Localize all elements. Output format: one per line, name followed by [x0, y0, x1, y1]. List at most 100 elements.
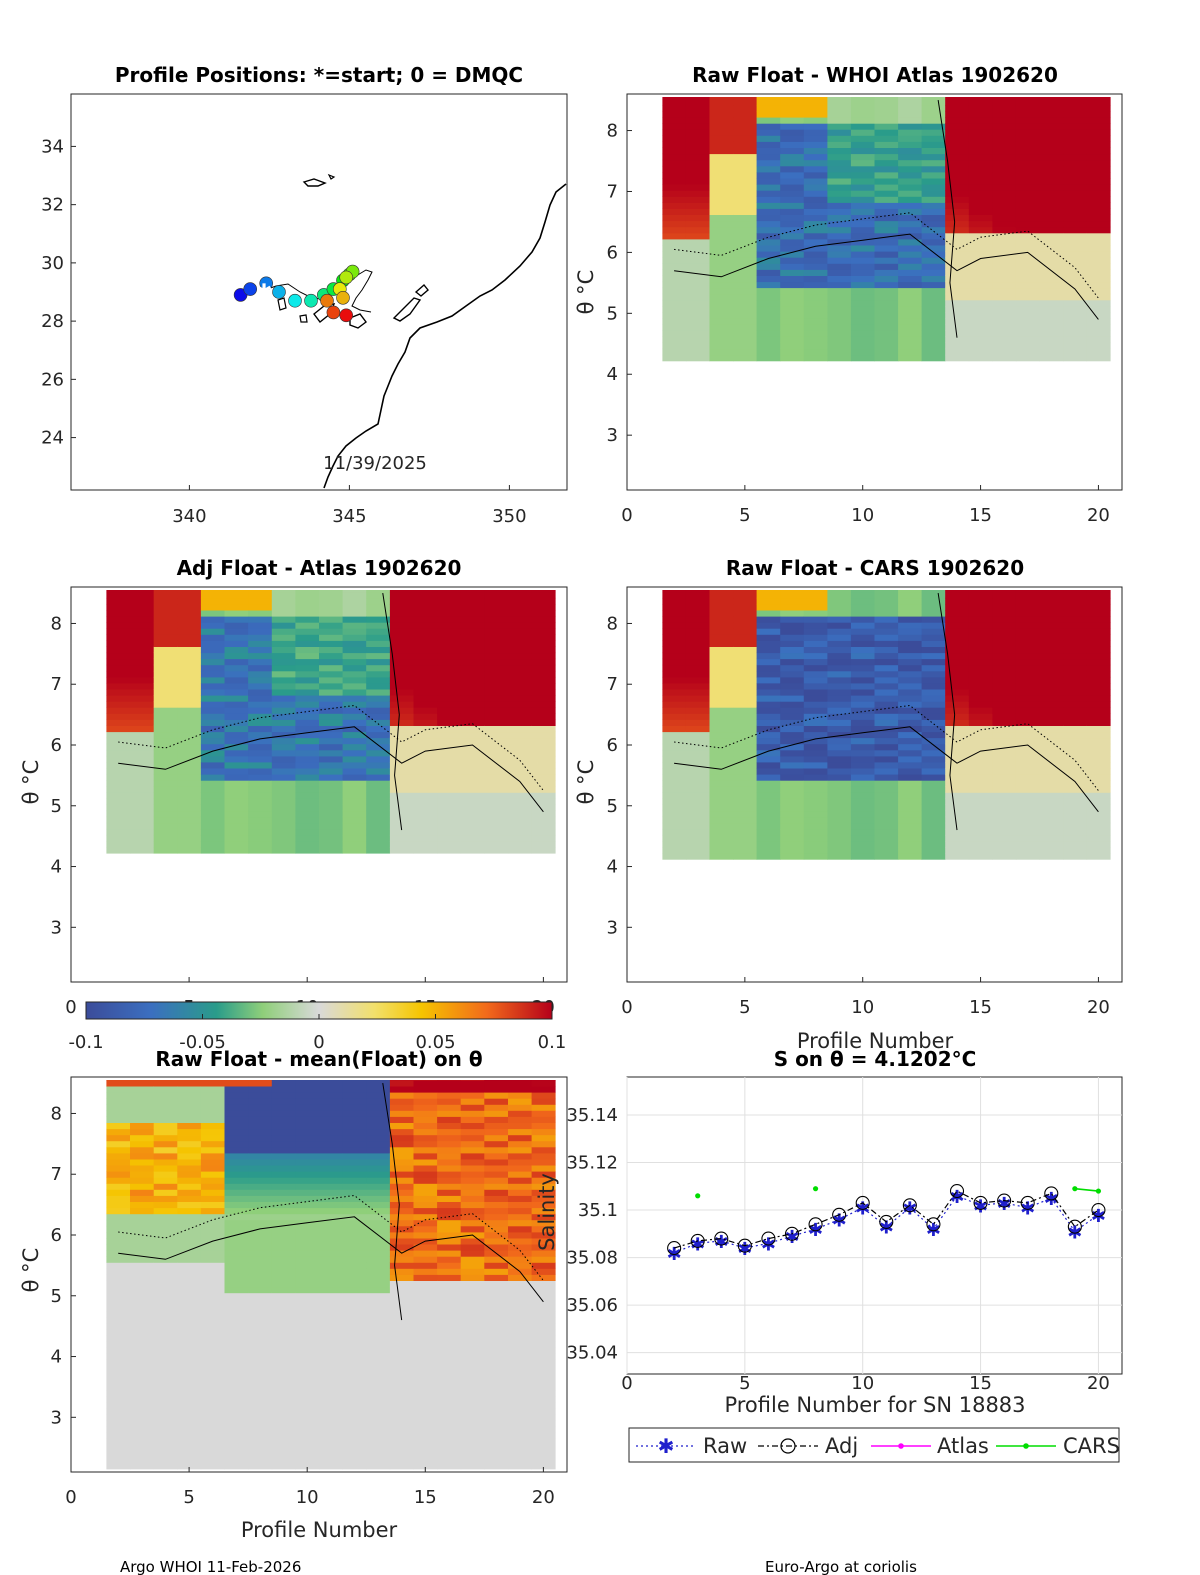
p2-cell: [224, 804, 249, 812]
p1-cell: [850, 293, 875, 301]
p1-cell: [1015, 330, 1040, 337]
p3-cell: [1086, 847, 1111, 854]
p2-cell: [130, 713, 154, 720]
p4-cell: [342, 1456, 367, 1464]
p3-cell: [733, 792, 758, 799]
p4-cell: [177, 1201, 202, 1209]
p3-cell: [733, 707, 758, 714]
p2-cell: [366, 628, 391, 635]
p4-cell: [389, 1298, 414, 1306]
p2-cell: [366, 591, 391, 599]
p1-cell: [850, 275, 875, 283]
p3-cell: [968, 841, 993, 848]
p3-cell: [874, 768, 899, 775]
p1-cell: [780, 245, 805, 252]
p4-cell: [248, 1134, 273, 1142]
p4-cell: [413, 1165, 438, 1172]
p4-cell: [271, 1329, 296, 1336]
p4-cell: [389, 1304, 414, 1312]
p3-cell: [733, 755, 758, 763]
p2-cell: [366, 610, 391, 617]
p1-cell: [1039, 232, 1064, 240]
p4-cell: [177, 1116, 202, 1123]
p4-cell: [484, 1262, 509, 1269]
p2-cell: [366, 792, 391, 799]
p4-cell: [366, 1238, 391, 1245]
p3-cell: [709, 798, 734, 805]
p2-cell: [460, 695, 485, 702]
p1-cell: [874, 172, 899, 179]
p1-cell: [756, 269, 781, 276]
p4-cell: [224, 1183, 249, 1190]
p1-cell: [1063, 147, 1088, 155]
p3-cell: [1086, 713, 1111, 720]
p4-cell: [295, 1213, 320, 1221]
salinity-cars-point: [1072, 1186, 1078, 1192]
p3-contour-vertical: [937, 593, 958, 831]
p2-cell: [271, 822, 296, 830]
p4-cell: [177, 1244, 202, 1251]
p3-cell: [827, 652, 852, 660]
p4-cell: [366, 1414, 391, 1421]
p1-cell: [1015, 117, 1040, 124]
p1-cell: [1063, 184, 1088, 191]
p1-cell: [968, 97, 993, 100]
p1-cell: [709, 354, 734, 362]
p4-cell: [200, 1414, 225, 1421]
p4-cell: [177, 1420, 202, 1427]
p2-cell: [460, 713, 485, 720]
p1-cell: [1015, 196, 1040, 203]
p3-cell: [1063, 610, 1088, 617]
p1-cell: [1086, 208, 1111, 215]
p3-ytick-label: 4: [607, 857, 618, 878]
p1-cell: [709, 324, 734, 331]
p4-cell: [153, 1250, 178, 1257]
p4-cell: [389, 1383, 414, 1391]
p4-cell: [319, 1116, 343, 1123]
p2-cell: [177, 664, 202, 672]
p1-cell: [662, 239, 687, 246]
p2-cell: [295, 622, 320, 629]
p3-cell: [945, 646, 970, 654]
p2-cell: [389, 828, 414, 836]
p2-cell: [295, 834, 320, 842]
p1-cell: [756, 159, 781, 167]
p3-cell: [780, 798, 805, 805]
p2-cell: [342, 834, 367, 842]
p3-cell: [968, 847, 993, 854]
p1-cell: [1039, 178, 1064, 185]
p2-cell: [531, 731, 556, 739]
p4-cell: [460, 1335, 485, 1342]
p4-cell: [531, 1250, 556, 1257]
salinity-ylabel: Salinity: [535, 1173, 559, 1251]
p2-cell: [106, 749, 131, 757]
p1-cell: [1086, 184, 1111, 191]
footer-left: Argo WHOI 11-Feb-2026: [120, 1558, 301, 1575]
p4-cell: [153, 1353, 178, 1360]
p3-cell: [992, 834, 1017, 842]
profile-point: [336, 290, 350, 305]
p4-cell: [366, 1092, 391, 1099]
p3-cell: [733, 622, 758, 629]
p4-cell: [200, 1183, 225, 1190]
salinity-adj-point: [667, 1241, 682, 1256]
p1-cell: [874, 129, 899, 136]
p1-cell: [803, 232, 828, 240]
p2-cell: [437, 841, 462, 848]
p2-cell: [248, 683, 273, 690]
p4-cell: [224, 1347, 249, 1354]
p3-cell: [662, 701, 687, 708]
p3-cell: [733, 774, 758, 781]
p2-cell: [437, 743, 462, 751]
p3-cell: [685, 780, 710, 787]
p1-cell: [1015, 202, 1040, 209]
p3-cell: [992, 737, 1017, 745]
p2-cell: [342, 652, 367, 660]
p3-cell: [1015, 695, 1040, 702]
p2-cell: [460, 786, 485, 793]
p1-cell: [756, 165, 781, 173]
p4-cell: [366, 1426, 391, 1433]
p3-cell: [1063, 604, 1088, 611]
p2-cell: [508, 683, 532, 690]
p3-cell: [874, 634, 899, 641]
